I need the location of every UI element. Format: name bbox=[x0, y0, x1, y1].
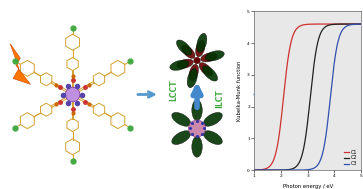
C1 bbox=[315, 23, 319, 25]
Y-axis label: Kubelka-Munk function: Kubelka-Munk function bbox=[237, 60, 241, 121]
C3 bbox=[271, 169, 275, 171]
Legend: C1, C2, C3: C1, C2, C3 bbox=[342, 148, 359, 168]
C3 bbox=[280, 169, 284, 171]
Line: C1: C1 bbox=[254, 24, 361, 170]
C2 bbox=[252, 169, 256, 171]
C2 bbox=[323, 26, 328, 28]
Ellipse shape bbox=[197, 33, 207, 52]
Ellipse shape bbox=[170, 60, 189, 70]
Ellipse shape bbox=[199, 63, 212, 76]
C3 bbox=[323, 136, 328, 139]
Circle shape bbox=[188, 120, 205, 137]
C2 bbox=[359, 23, 363, 25]
C3 bbox=[315, 164, 319, 167]
Ellipse shape bbox=[203, 131, 222, 145]
Text: LCCT: LCCT bbox=[169, 80, 178, 101]
Ellipse shape bbox=[172, 131, 191, 145]
Circle shape bbox=[65, 87, 80, 102]
Ellipse shape bbox=[172, 112, 191, 126]
C1 bbox=[252, 169, 256, 171]
Polygon shape bbox=[10, 44, 30, 84]
Ellipse shape bbox=[189, 64, 199, 81]
Ellipse shape bbox=[176, 40, 192, 55]
Ellipse shape bbox=[205, 51, 224, 61]
Ellipse shape bbox=[192, 100, 202, 121]
Ellipse shape bbox=[203, 112, 222, 126]
C1 bbox=[300, 24, 305, 26]
Line: C2: C2 bbox=[254, 24, 361, 170]
C1 bbox=[323, 23, 328, 25]
X-axis label: Photon energy / eV: Photon energy / eV bbox=[282, 184, 333, 189]
C2 bbox=[333, 23, 337, 26]
Line: C3: C3 bbox=[254, 24, 361, 170]
C2 bbox=[271, 169, 275, 171]
C1 bbox=[333, 23, 337, 25]
Ellipse shape bbox=[177, 59, 193, 68]
C1 bbox=[271, 160, 275, 162]
C3 bbox=[359, 23, 363, 25]
Circle shape bbox=[194, 57, 200, 64]
Ellipse shape bbox=[182, 45, 195, 58]
Text: ILCT: ILCT bbox=[215, 89, 224, 108]
Ellipse shape bbox=[187, 69, 197, 88]
C3 bbox=[333, 59, 337, 61]
Ellipse shape bbox=[196, 40, 205, 57]
C1 bbox=[280, 114, 284, 116]
C2 bbox=[315, 44, 319, 46]
C3 bbox=[252, 169, 256, 171]
Ellipse shape bbox=[201, 53, 217, 62]
Ellipse shape bbox=[192, 136, 202, 157]
C3 bbox=[300, 169, 305, 171]
C2 bbox=[300, 152, 305, 154]
Ellipse shape bbox=[202, 66, 218, 81]
C2 bbox=[280, 169, 284, 171]
C1 bbox=[359, 23, 363, 25]
